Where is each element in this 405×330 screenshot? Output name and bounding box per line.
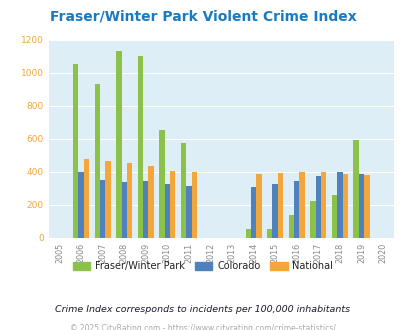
Bar <box>363 175 369 238</box>
Bar <box>309 201 315 238</box>
Bar <box>73 64 78 238</box>
Bar <box>127 163 132 238</box>
Bar <box>186 185 191 238</box>
Bar <box>342 174 347 238</box>
Bar <box>164 184 170 238</box>
Legend: Fraser/Winter Park, Colorado, National: Fraser/Winter Park, Colorado, National <box>69 257 336 275</box>
Bar <box>320 172 326 238</box>
Bar <box>277 173 283 238</box>
Bar <box>159 130 164 238</box>
Bar <box>78 172 83 238</box>
Bar <box>293 181 299 238</box>
Bar <box>288 214 293 238</box>
Bar <box>170 171 175 238</box>
Bar <box>331 195 337 238</box>
Bar <box>352 140 358 238</box>
Bar <box>83 159 89 238</box>
Bar <box>191 172 196 238</box>
Bar <box>256 174 261 238</box>
Bar <box>148 166 153 238</box>
Bar <box>266 229 272 238</box>
Bar <box>116 51 121 238</box>
Bar <box>180 143 186 238</box>
Text: Fraser/Winter Park Violent Crime Index: Fraser/Winter Park Violent Crime Index <box>49 10 356 24</box>
Bar <box>250 187 256 238</box>
Bar <box>299 172 304 238</box>
Bar <box>358 174 363 238</box>
Bar <box>137 56 143 238</box>
Bar <box>121 182 127 238</box>
Bar <box>315 176 320 238</box>
Bar <box>143 181 148 238</box>
Bar <box>337 172 342 238</box>
Text: © 2025 CityRating.com - https://www.cityrating.com/crime-statistics/: © 2025 CityRating.com - https://www.city… <box>70 324 335 330</box>
Text: Crime Index corresponds to incidents per 100,000 inhabitants: Crime Index corresponds to incidents per… <box>55 305 350 314</box>
Bar <box>105 161 111 238</box>
Bar <box>94 84 100 238</box>
Bar <box>100 180 105 238</box>
Bar <box>245 228 250 238</box>
Bar <box>272 184 277 238</box>
